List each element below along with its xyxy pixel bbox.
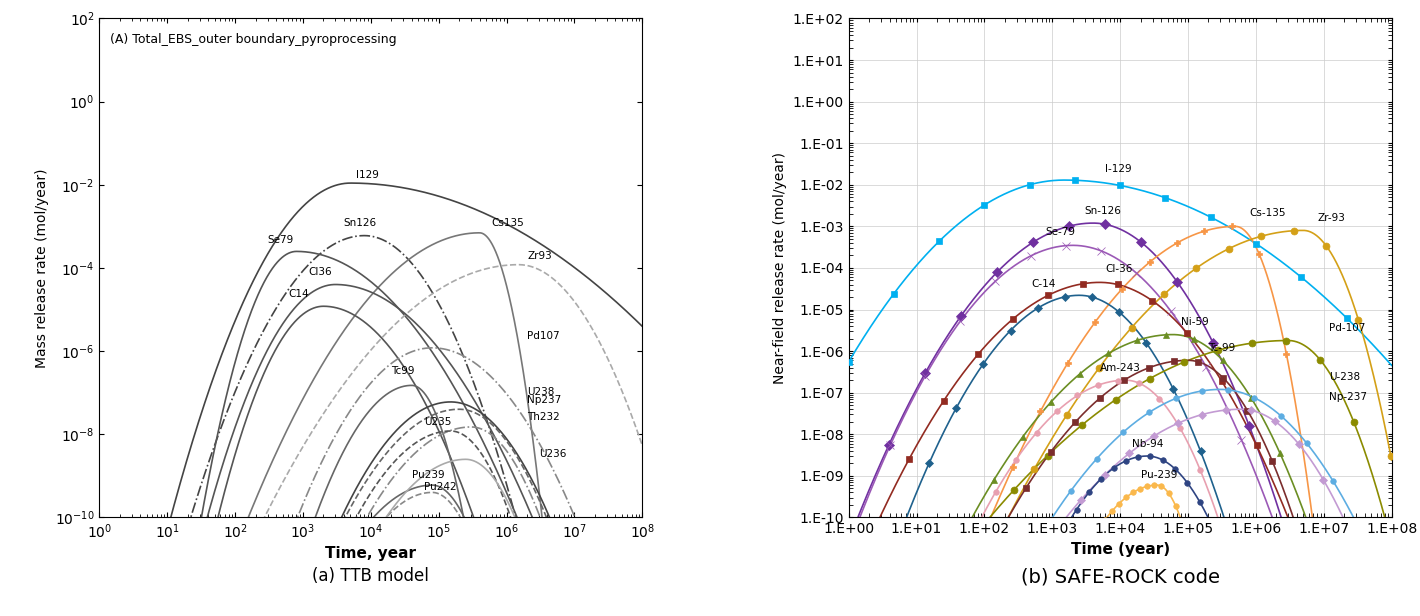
Text: Cs135: Cs135 [491,218,524,229]
Text: Np237: Np237 [527,395,561,405]
Text: Sn126: Sn126 [344,218,376,229]
Text: Tc99: Tc99 [392,366,415,376]
Text: U-238: U-238 [1329,372,1360,382]
Text: Sn-126: Sn-126 [1085,206,1122,216]
Text: Pd107: Pd107 [527,331,559,341]
Y-axis label: Mass release rate (mol/year): Mass release rate (mol/year) [36,168,50,368]
Text: Ni-59: Ni-59 [1181,317,1210,327]
Text: Pu239: Pu239 [412,470,444,480]
Text: U235: U235 [423,417,452,427]
Text: U238: U238 [527,387,554,397]
Text: Pu242: Pu242 [423,482,456,492]
Text: Zr93: Zr93 [527,251,552,261]
Text: U236: U236 [540,449,567,460]
X-axis label: Time, year: Time, year [325,546,416,561]
Text: Zr-93: Zr-93 [1318,213,1345,223]
Text: Np-237: Np-237 [1329,392,1367,402]
Text: I129: I129 [356,170,379,180]
Text: Tc-99: Tc-99 [1208,343,1235,353]
Text: (b) SAFE-ROCK code: (b) SAFE-ROCK code [1021,567,1220,586]
Text: C14: C14 [288,289,308,299]
Text: Pu-239: Pu-239 [1140,470,1177,480]
Text: Nb-94: Nb-94 [1132,439,1163,448]
Text: Cl-36: Cl-36 [1105,264,1132,274]
Text: Am-243: Am-243 [1099,363,1140,373]
Text: Th232: Th232 [527,411,559,422]
Text: Cl36: Cl36 [308,267,332,277]
Text: (a) TTB model: (a) TTB model [312,567,429,585]
Text: Cs-135: Cs-135 [1250,208,1285,218]
X-axis label: Time (year): Time (year) [1071,542,1170,557]
Text: Pd-107: Pd-107 [1329,323,1366,333]
Y-axis label: Near-field release rate (mol/year): Near-field release rate (mol/year) [772,152,787,384]
Text: Se79: Se79 [267,235,294,245]
Text: Se-79: Se-79 [1045,227,1076,237]
Text: (A) Total_EBS_outer boundary_pyroprocessing: (A) Total_EBS_outer boundary_pyroprocess… [111,33,396,46]
Text: I-129: I-129 [1105,164,1132,174]
Text: C-14: C-14 [1032,278,1056,288]
